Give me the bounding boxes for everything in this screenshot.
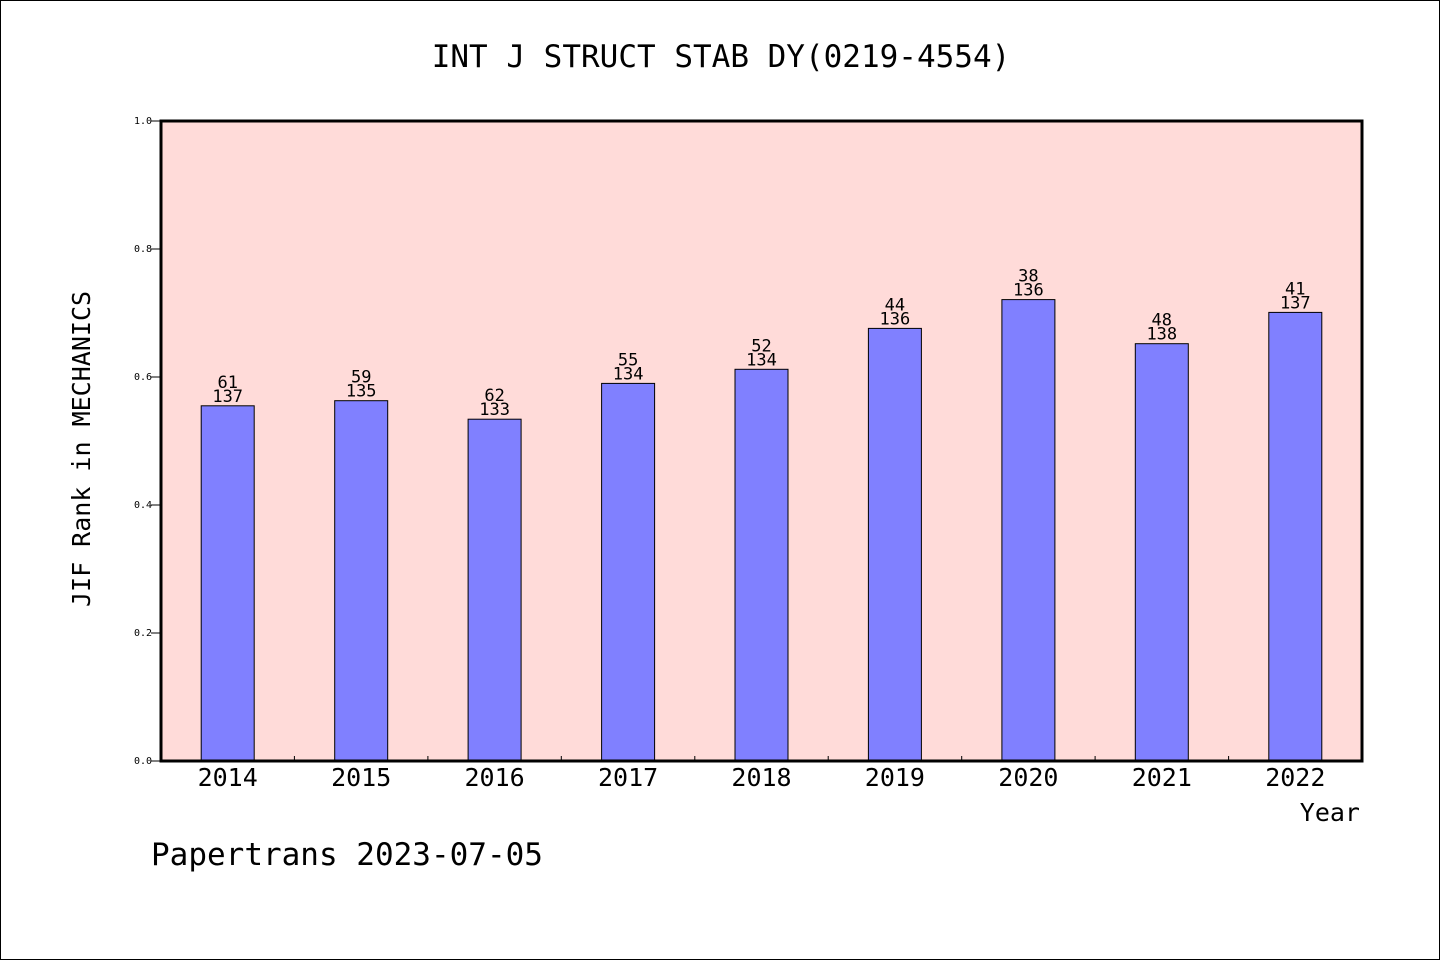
bar-label-bottom-2020: 136 [1013, 281, 1044, 301]
x-tick-label-2021: 2021 [1132, 763, 1192, 792]
bar-label-bottom-2021: 138 [1146, 325, 1177, 345]
bar-label-bottom-2018: 134 [746, 350, 777, 370]
y-tick-label: 0.8 [134, 244, 152, 255]
bar-label-top-2016: 62 [484, 386, 504, 406]
x-axis-label: Year [1300, 798, 1360, 827]
bar-label-top-2019: 44 [885, 295, 905, 315]
bar-2016 [467, 418, 522, 762]
bar-2022 [1268, 311, 1323, 762]
bar-label-bottom-2022: 137 [1280, 293, 1311, 313]
plot-frame [159, 119, 1364, 763]
bar-2019 [867, 327, 922, 762]
bar-2017 [601, 382, 656, 762]
footer-text: Papertrans 2023-07-05 [151, 837, 543, 873]
bar-label-top-2020: 38 [1018, 267, 1038, 287]
bar-label-bottom-2016: 133 [479, 400, 510, 420]
bar-label-top-2018: 52 [751, 336, 771, 356]
bar-2018 [734, 368, 789, 762]
x-tick-label-2018: 2018 [731, 763, 791, 792]
bar-2015 [334, 400, 389, 762]
x-tick-label-2014: 2014 [198, 763, 258, 792]
x-tick-label-2017: 2017 [598, 763, 658, 792]
bar-label-top-2021: 48 [1152, 311, 1172, 331]
bar-label-top-2022: 41 [1285, 279, 1305, 299]
x-tick-label-2015: 2015 [331, 763, 391, 792]
y-tick-label: 1.0 [134, 116, 152, 127]
y-tick-label: 0.0 [134, 756, 152, 767]
chart-title: INT J STRUCT STAB DY(0219-4554) [432, 39, 1011, 75]
x-axis: 2014 2015 2016 2017 2018 2019 2020 2021 2022 [198, 756, 1325, 792]
bar-label-bottom-2019: 136 [880, 309, 911, 329]
bar-label-top-2015: 59 [351, 368, 371, 388]
bar-2020 [1001, 299, 1056, 762]
y-tick-label: 0.4 [134, 500, 152, 511]
bar-label-top-2017: 55 [618, 350, 638, 370]
y-tick-label: 0.6 [134, 372, 152, 383]
x-tick-label-2019: 2019 [865, 763, 925, 792]
bar-label-bottom-2014: 137 [212, 387, 243, 407]
bar-2021 [1134, 343, 1189, 762]
y-axis: 0.0 0.2 0.4 0.6 0.8 1.0 [134, 116, 161, 767]
bar-2014 [200, 405, 255, 762]
y-tick-label: 0.2 [134, 628, 152, 639]
x-tick-label-2020: 2020 [998, 763, 1058, 792]
x-tick-label-2016: 2016 [464, 763, 524, 792]
bar-label-bottom-2015: 135 [346, 382, 377, 402]
bars-group [200, 299, 1323, 762]
bar-label-bottom-2017: 134 [613, 364, 644, 384]
y-axis-label: JIF Rank in MECHANICS [67, 291, 96, 607]
bar-label-top-2014: 61 [217, 373, 237, 393]
x-tick-label-2022: 2022 [1265, 763, 1325, 792]
